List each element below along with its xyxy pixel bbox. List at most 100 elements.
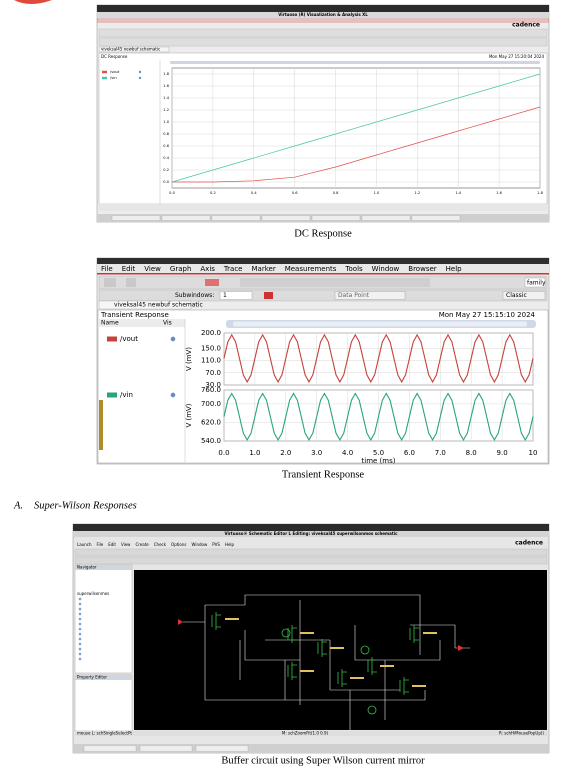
menu-item[interactable]: Browser — [408, 265, 436, 273]
x-tick-label: 10 — [529, 449, 538, 457]
schematic-canvas — [134, 570, 547, 730]
menu-item[interactable]: Tools — [344, 265, 363, 273]
subwindow-select[interactable] — [219, 291, 253, 300]
menu-item[interactable]: Launch — [77, 542, 92, 547]
window-title: Virtuoso® Schematic Editor L Editing: vi… — [224, 531, 398, 536]
y-tick-label: 30.0 — [205, 381, 221, 389]
legend-header-name: Name — [101, 320, 119, 327]
brand: cadence — [515, 540, 543, 547]
tab[interactable] — [98, 46, 170, 53]
menu-item[interactable]: Create — [135, 542, 149, 547]
task-item[interactable] — [111, 215, 161, 221]
visibility-icon[interactable] — [138, 76, 142, 80]
navigator-items — [78, 597, 82, 661]
task-item[interactable] — [361, 215, 411, 221]
taskbar — [73, 744, 549, 753]
menu-item[interactable]: Check — [154, 542, 167, 547]
figure-3: Virtuoso® Schematic Editor L Editing: vi… — [72, 523, 550, 766]
task-item[interactable] — [411, 215, 461, 221]
tool-button[interactable] — [205, 279, 219, 286]
task-item[interactable] — [139, 745, 193, 752]
title-bar — [73, 531, 549, 537]
y-tick-label: 0.6 — [163, 144, 169, 148]
x-tick-label: 4.0 — [342, 449, 353, 457]
menu-item[interactable]: View — [121, 542, 131, 547]
menu-item[interactable]: Axis — [200, 265, 215, 273]
y-tick-label: 1.4 — [163, 96, 169, 100]
legend-label: /vin — [120, 391, 133, 399]
y-tick-label: 0.8 — [163, 132, 169, 136]
task-item[interactable] — [83, 745, 137, 752]
x-tick-label: 0.2 — [210, 191, 216, 195]
toolbar — [98, 37, 548, 47]
visibility-icon[interactable] — [170, 336, 176, 342]
menu-item[interactable]: File — [101, 265, 113, 273]
x-tick-label: 7.0 — [435, 449, 446, 457]
x-tick-label: 8.0 — [466, 449, 477, 457]
menu-item[interactable]: Help — [225, 542, 235, 547]
schematic-labels — [225, 618, 437, 687]
menu-item[interactable]: Graph — [170, 265, 191, 273]
menu-item[interactable]: View — [144, 265, 161, 273]
family-label: family — [527, 279, 546, 286]
menu-item[interactable]: Measurements — [285, 265, 337, 273]
section-title: Super-Wilson Responses — [34, 500, 137, 511]
tool-button[interactable] — [264, 292, 273, 299]
x-tick-label: 5.0 — [373, 449, 384, 457]
data-point-label: Data Point — [338, 292, 370, 299]
y-tick-label: 540.0 — [201, 437, 221, 445]
figure-caption: Transient Response — [282, 469, 364, 480]
visibility-icon[interactable] — [138, 70, 142, 74]
menu-item[interactable]: Edit — [122, 265, 136, 273]
status-bar — [75, 731, 547, 736]
legend-header-vis: Vis — [163, 320, 172, 327]
y-tick-label: 620.0 — [201, 418, 221, 426]
series-line — [223, 333, 534, 384]
x-tick-label: 1.0 — [374, 191, 380, 195]
legend-label: /vout — [110, 70, 120, 74]
scrollbar[interactable] — [170, 61, 540, 64]
menu-item[interactable]: Help — [446, 265, 463, 273]
toolbar — [74, 548, 548, 557]
menu-item[interactable]: Window — [372, 265, 400, 273]
figure-caption: Buffer circuit using Super Wilson curren… — [221, 755, 425, 766]
legend-label: /vin — [110, 76, 117, 80]
navigator-header — [75, 565, 132, 570]
tab[interactable] — [98, 300, 192, 310]
y-tick-label: 1.2 — [163, 108, 169, 112]
y-tick-label: 1.6 — [163, 84, 169, 88]
x-tick-label: 1.8 — [537, 191, 543, 195]
menu-item[interactable]: Window — [191, 542, 208, 547]
task-item[interactable] — [311, 215, 361, 221]
toolbar — [74, 556, 548, 565]
menu-item[interactable]: Options — [171, 542, 186, 547]
menu-item[interactable]: Trace — [223, 265, 243, 273]
y-tick-label: 700.0 — [201, 400, 221, 408]
menu-item[interactable]: PVS — [212, 542, 220, 547]
task-item[interactable] — [261, 215, 311, 221]
panel-title: DC Response — [101, 54, 128, 59]
y-tick-label: 70.0 — [205, 369, 221, 377]
task-item[interactable] — [211, 215, 261, 221]
task-item[interactable] — [195, 745, 249, 752]
status-right: R: schHiMousePopUp() — [499, 731, 544, 736]
menu-item[interactable]: Marker — [252, 265, 276, 273]
tab-label: viveksal45 newbuf schematic — [101, 47, 160, 52]
family-field[interactable] — [524, 277, 546, 288]
task-item[interactable] — [161, 215, 211, 221]
tool-button[interactable] — [126, 278, 136, 287]
panel-timestamp: Mon May 27 15:20:04 2024 — [489, 54, 544, 59]
tool-button[interactable] — [104, 278, 116, 287]
style-field[interactable] — [502, 291, 546, 300]
subwindow-value: 1 — [223, 292, 227, 299]
y-tick-label: 200.0 — [201, 329, 221, 337]
top-bar — [97, 5, 549, 12]
data-point-field[interactable] — [334, 291, 406, 300]
scroll-thumb[interactable] — [233, 321, 527, 327]
y-tick-label: 150.0 — [201, 344, 221, 352]
menu-item[interactable]: File — [96, 542, 103, 547]
menu-item[interactable]: Edit — [108, 542, 116, 547]
visibility-icon[interactable] — [170, 392, 176, 398]
